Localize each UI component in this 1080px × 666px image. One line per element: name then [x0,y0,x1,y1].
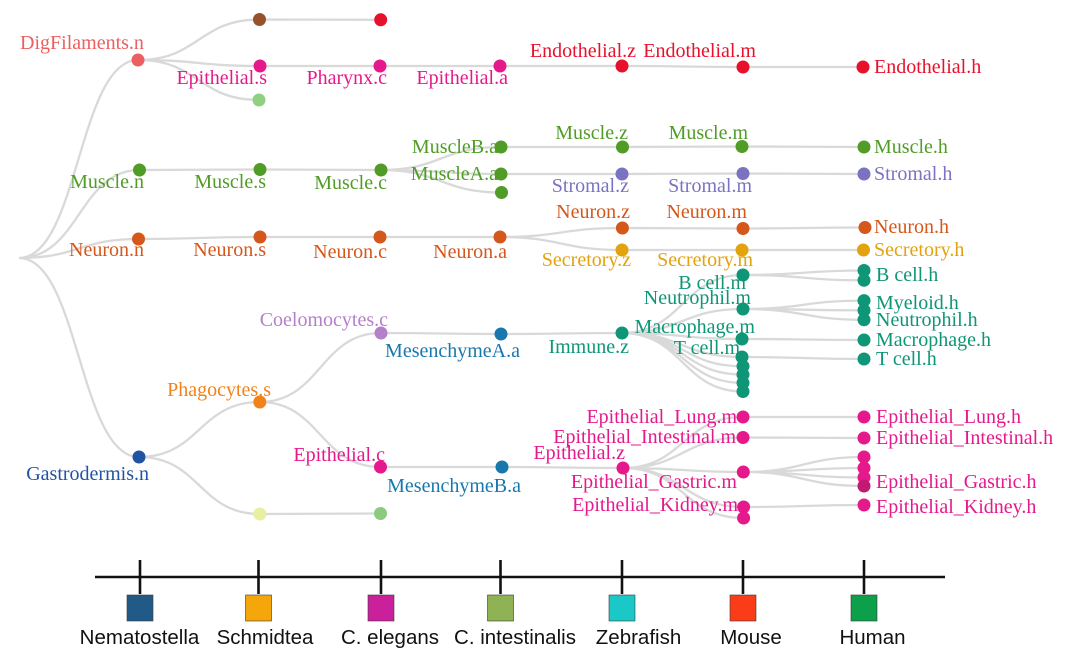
svg-text:Neuron.s: Neuron.s [193,239,266,261]
svg-text:C. elegans: C. elegans [341,626,439,649]
svg-text:Stromal.z: Stromal.z [552,175,629,197]
svg-text:Neuron.a: Neuron.a [433,241,507,263]
svg-text:Gastrodermis.n: Gastrodermis.n [26,463,149,485]
svg-text:Epithelial_Lung.m: Epithelial_Lung.m [586,406,737,428]
svg-text:Endothelial.z: Endothelial.z [530,40,636,62]
svg-text:Mouse: Mouse [720,626,782,649]
svg-text:Muscle.n: Muscle.n [70,171,144,193]
svg-text:Myeloid.h: Myeloid.h [876,292,959,314]
svg-text:Epithelial_Intestinal.m: Epithelial_Intestinal.m [553,426,736,448]
svg-text:Stromal.m: Stromal.m [668,175,752,197]
svg-text:Epithelial_Gastric.m: Epithelial_Gastric.m [571,471,738,493]
svg-text:Epithelial_Kidney.h: Epithelial_Kidney.h [876,496,1036,518]
svg-text:Stromal.h: Stromal.h [874,163,952,185]
svg-text:Epithelial_Intestinal.h: Epithelial_Intestinal.h [876,427,1053,449]
svg-text:B cell.m: B cell.m [678,272,746,294]
svg-text:Neuron.n: Neuron.n [69,239,144,261]
svg-text:Epithelial.z: Epithelial.z [533,442,625,464]
svg-text:Secretory.h: Secretory.h [874,239,964,261]
svg-text:Neuron.c: Neuron.c [313,241,387,263]
svg-text:Epithelial.s: Epithelial.s [176,67,267,89]
svg-text:Pharynx.c: Pharynx.c [306,67,387,89]
svg-text:B cell.h: B cell.h [876,264,938,286]
svg-text:Neuron.h: Neuron.h [874,216,949,238]
svg-text:Secretory.z: Secretory.z [542,249,631,271]
svg-text:T cell.m: T cell.m [674,337,741,359]
svg-text:Macrophage.h: Macrophage.h [876,329,991,351]
svg-text:DigFilaments.n: DigFilaments.n [20,32,144,54]
svg-text:MuscleA.a: MuscleA.a [411,163,498,185]
svg-text:Phagocytes.s: Phagocytes.s [167,379,271,401]
svg-text:Neuron.m: Neuron.m [666,201,747,223]
svg-text:Epithelial_Gastric.h: Epithelial_Gastric.h [876,471,1037,493]
svg-text:Muscle.s: Muscle.s [194,171,266,193]
svg-text:MesenchymeA.a: MesenchymeA.a [385,340,520,362]
svg-text:MuscleB.a: MuscleB.a [412,136,498,158]
svg-text:Schmidtea: Schmidtea [217,626,314,649]
svg-text:Muscle.h: Muscle.h [874,136,948,158]
svg-text:Epithelial.c: Epithelial.c [293,444,385,466]
svg-text:Endothelial.m: Endothelial.m [643,40,756,62]
svg-text:Neuron.z: Neuron.z [556,201,630,223]
svg-text:Immune.z: Immune.z [548,336,629,358]
svg-text:Epithelial_Kidney.m: Epithelial_Kidney.m [572,494,738,516]
svg-text:Epithelial_Lung.h: Epithelial_Lung.h [876,406,1021,428]
svg-text:Muscle.m: Muscle.m [669,122,749,144]
svg-text:Coelomocytes.c: Coelomocytes.c [260,309,388,331]
svg-text:Endothelial.h: Endothelial.h [874,56,981,78]
svg-text:T cell.h: T cell.h [876,348,937,370]
svg-text:C. intestinalis: C. intestinalis [454,626,576,649]
svg-text:Neutrophil.m: Neutrophil.m [644,287,752,309]
svg-text:Human: Human [839,626,905,649]
svg-text:Neutrophil.h: Neutrophil.h [876,309,978,331]
svg-text:Macrophage.m: Macrophage.m [634,316,755,338]
svg-text:MesenchymeB.a: MesenchymeB.a [387,475,521,497]
svg-text:Secretory.m: Secretory.m [657,249,753,271]
svg-text:Epithelial.a: Epithelial.a [416,67,508,89]
svg-text:Nematostella: Nematostella [80,626,200,649]
svg-text:Zebrafish: Zebrafish [596,626,681,649]
svg-text:Muscle.z: Muscle.z [555,122,628,144]
svg-text:Muscle.c: Muscle.c [314,172,387,194]
